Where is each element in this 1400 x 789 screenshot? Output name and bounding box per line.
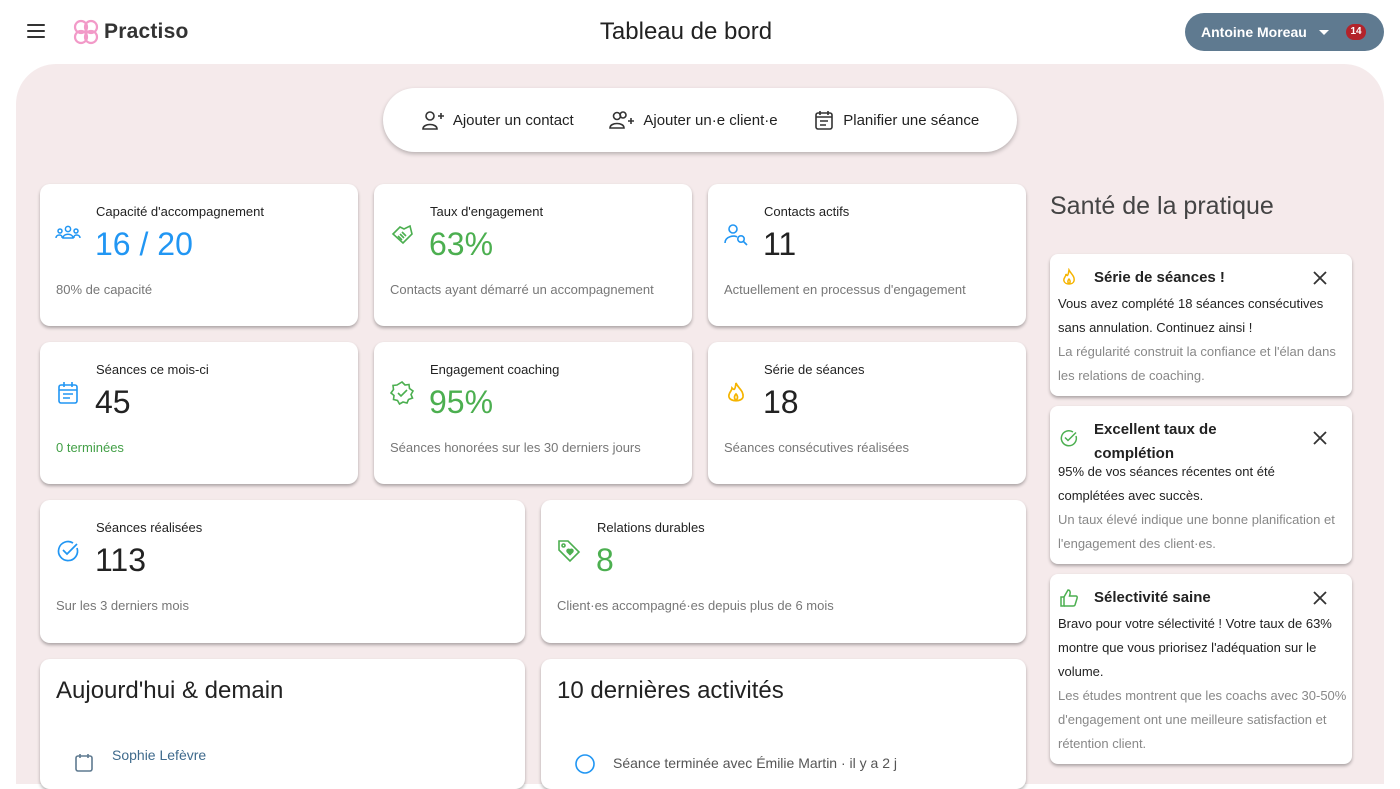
calendar-icon [58,382,78,404]
stat-label: Série de séances [764,362,865,377]
add-contact-button[interactable]: Ajouter un contact [421,109,574,131]
health-card-selectivity: Sélectivité saine Bravo pour votre sélec… [1050,574,1352,764]
user-menu-button[interactable]: Antoine Moreau 14 [1185,13,1384,51]
stat-value: 45 [95,384,131,420]
activity-item: Séance terminée avec Émilie Martin · il … [613,755,897,771]
health-card-streak: Série de séances ! Vous avez complété 18… [1050,254,1352,396]
stat-value: 8 [596,542,614,578]
schedule-session-button[interactable]: Planifier une séance [813,109,979,131]
quick-actions-bar: Ajouter un contact Ajouter un·e client·e… [383,88,1017,152]
calendar-icon [815,111,834,130]
stat-value: 11 [763,226,797,262]
stat-subtitle: Séances honorées sur les 30 derniers jou… [390,440,641,455]
stat-label: Taux d'engagement [430,204,544,219]
close-icon[interactable] [1312,270,1328,286]
stat-label: Relations durables [597,520,705,535]
health-card-note: La régularité construit la confiance et … [1058,344,1336,383]
flame-icon [1063,268,1075,285]
health-card-title: Sélectivité saine [1094,589,1211,606]
stat-subtitle: Client·es accompagné·es depuis plus de 6… [557,598,834,613]
check-circle-icon [1060,430,1078,447]
add-client-label: Ajouter un·e client·e [643,111,778,129]
active-contacts-card[interactable]: Contacts actifs 11 Actuellement en proce… [708,184,1026,326]
person-search-icon [724,224,748,246]
health-card-body: Bravo pour votre sélectivité ! Votre tau… [1058,616,1332,679]
stat-subtitle: Séances consécutives réalisées [724,440,909,455]
recent-activities-card: 10 dernières activités Séance terminée a… [541,659,1026,789]
sessions-done-card[interactable]: Séances réalisées 113 Sur les 3 derniers… [40,500,525,643]
flame-icon [727,380,744,402]
app-logo[interactable]: Practiso [72,18,188,46]
logo-icon [73,19,99,45]
engagement-rate-card[interactable]: Taux d'engagement 63% Contacts ayant dém… [374,184,692,326]
page-title: Tableau de bord [599,18,773,45]
stat-subtitle: 80% de capacité [56,282,153,297]
stat-subtitle: Contacts ayant démarré un accompagnement [390,282,654,297]
today-title: Aujourd'hui & demain [56,677,284,704]
health-card-completion: Excellent taux de complétion 95% de vos … [1050,406,1352,564]
stat-label: Séances réalisées [96,520,203,535]
top-bar: Practiso Tableau de bord Antoine Moreau … [0,0,1400,64]
tag-heart-icon [558,540,581,563]
check-circle-icon [575,754,595,774]
handshake-icon [391,224,413,245]
stat-label: Engagement coaching [430,362,560,377]
close-icon[interactable] [1312,590,1328,606]
stat-value: 16 / 20 [95,226,193,262]
chevron-down-icon [1318,29,1329,35]
group-add-icon [609,111,635,129]
session-streak-card[interactable]: Série de séances 18 Séances consécutives… [708,342,1026,484]
person-add-icon [422,111,444,130]
today-tomorrow-card: Aujourd'hui & demain Sophie Lefèvre [40,659,525,789]
check-circle-icon [57,540,79,562]
stat-value: 95% [429,384,494,420]
health-card-body: Vous avez complété 18 séances consécutiv… [1058,296,1324,335]
health-card-title: Série de séances ! [1094,269,1225,286]
schedule-session-label: Planifier une séance [843,111,980,129]
add-contact-label: Ajouter un contact [452,111,574,129]
lasting-relations-card[interactable]: Relations durables 8 Client·es accompagn… [541,500,1026,643]
menu-icon[interactable] [24,20,48,44]
user-name: Antoine Moreau [1201,24,1307,40]
close-icon[interactable] [1312,430,1328,446]
health-card-note: Les études montrent que les coachs avec … [1058,688,1347,751]
stat-subtitle: 0 terminées [56,440,124,455]
add-client-button[interactable]: Ajouter un·e client·e [609,109,778,131]
coaching-engagement-card[interactable]: Engagement coaching 95% Séances honorées… [374,342,692,484]
activities-title: 10 dernières activités [557,677,784,704]
thumb-up-icon [1060,589,1078,607]
people-icon [55,225,81,239]
stat-value: 113 [95,542,147,578]
stat-subtitle: Sur les 3 derniers mois [56,598,189,613]
stat-label: Capacité d'accompagnement [96,204,264,219]
stat-label: Contacts actifs [764,204,850,219]
notification-badge[interactable]: 14 [1346,24,1366,40]
health-card-note: Un taux élevé indique une bonne planific… [1058,512,1335,551]
app-name: Practiso [104,20,189,43]
health-card-title: Excellent taux de complétion [1094,421,1217,462]
stat-value: 63% [429,226,494,262]
stat-label: Séances ce mois-ci [96,362,209,377]
today-item-name[interactable]: Sophie Lefèvre [112,747,207,763]
health-card-body: 95% de vos séances récentes ont été comp… [1058,464,1275,503]
sessions-month-card[interactable]: Séances ce mois-ci 45 0 terminées [40,342,358,484]
capacity-card[interactable]: Capacité d'accompagnement 16 / 20 80% de… [40,184,358,326]
verified-icon [389,380,415,406]
stat-subtitle: Actuellement en processus d'engagement [724,282,966,297]
calendar-icon [75,754,93,772]
health-title: Santé de la pratique [1050,192,1274,220]
stat-value: 18 [763,384,799,420]
